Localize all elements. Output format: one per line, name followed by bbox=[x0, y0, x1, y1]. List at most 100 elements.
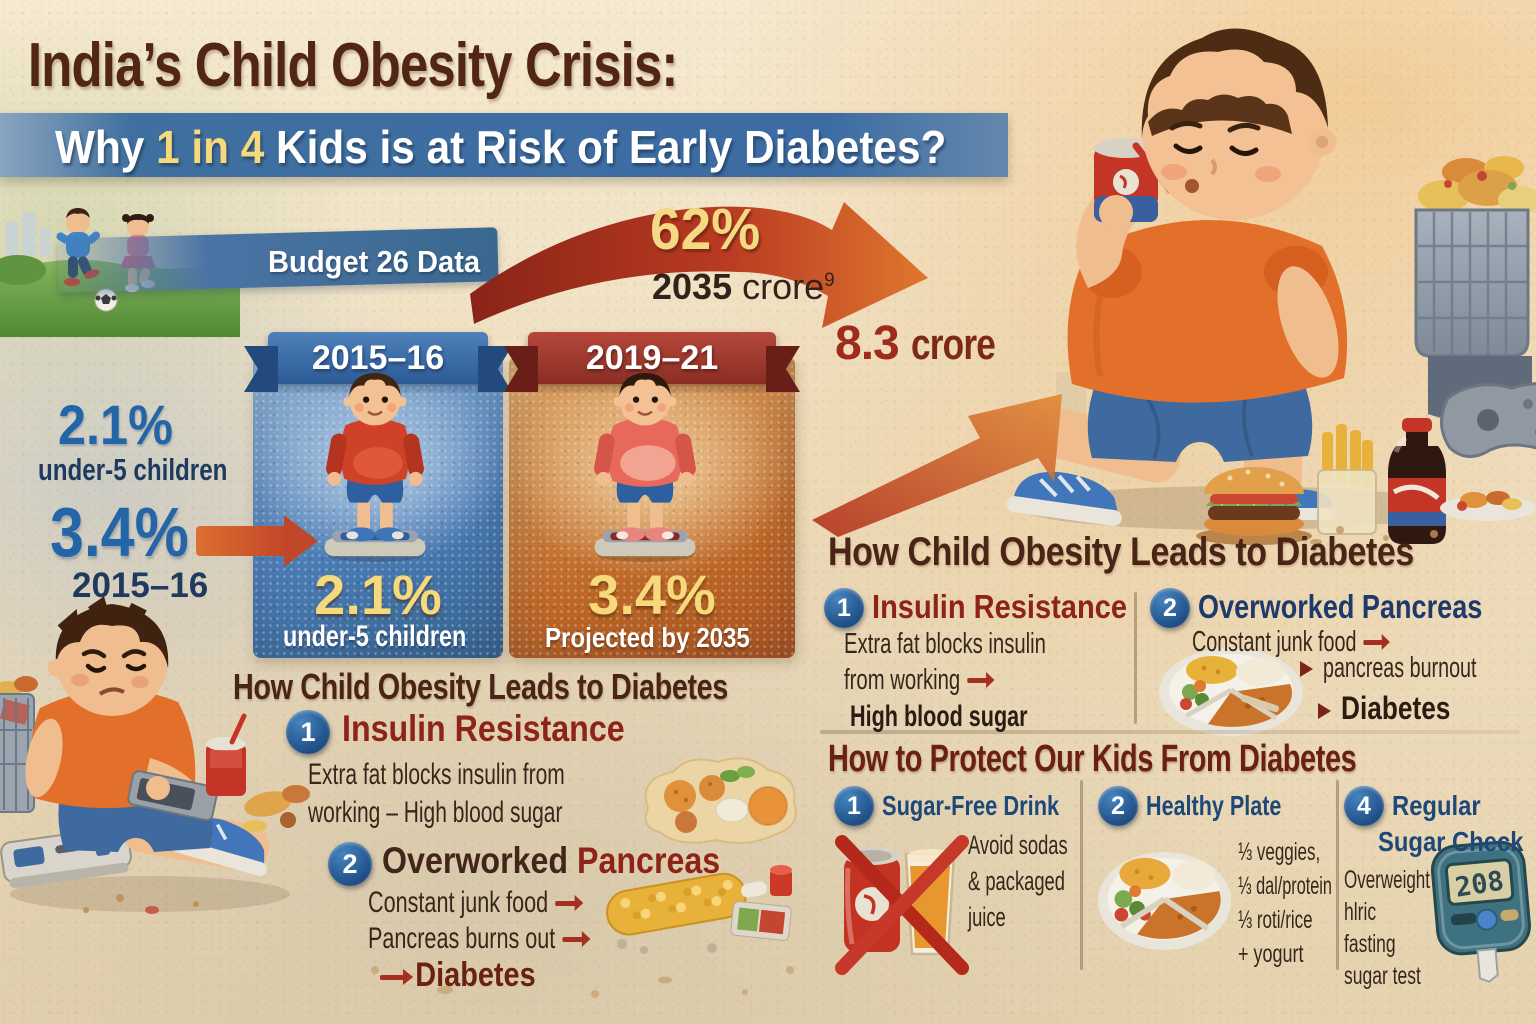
increase-arrow-icon bbox=[196, 515, 318, 567]
right-item1-title: Insulin Resistance bbox=[872, 588, 1127, 625]
right-item1-line2-text: from working bbox=[844, 664, 961, 696]
crumbs-icon bbox=[371, 966, 794, 998]
growth-note-sup: 9 bbox=[824, 270, 835, 291]
left-item2-line3: Diabetes bbox=[380, 956, 536, 995]
protect-4-line1: Overweight bbox=[1344, 866, 1430, 894]
glucometer-reading: 208 bbox=[1453, 866, 1506, 904]
growth-note-year: 2035 bbox=[652, 266, 733, 307]
arrow-right-icon bbox=[562, 931, 591, 947]
protect-1-line3: juice bbox=[968, 902, 1006, 932]
protect-2-line4: + yogurt bbox=[1238, 940, 1304, 968]
poster-title: India’s Child Obesity Crisis: bbox=[28, 31, 678, 100]
panel-2015-caption: under-5 children bbox=[283, 620, 467, 653]
panel-2019-caption: Projected by 2035 bbox=[545, 622, 750, 653]
growth-note-unit: crore bbox=[742, 266, 825, 307]
cola-bottle-icon bbox=[1388, 418, 1446, 544]
healthy-plate-icon bbox=[1097, 852, 1232, 950]
right-item2-line1-text: Constant junk food bbox=[1192, 626, 1357, 658]
step-1-number: 1 bbox=[300, 716, 316, 747]
protect-1-line1: Avoid sodas bbox=[968, 830, 1068, 860]
protect-4-number: 4 bbox=[1357, 791, 1371, 820]
right-item2-line3: Diabetes bbox=[1318, 690, 1474, 727]
left-section-heading: How Child Obesity Leads to Diabetes bbox=[233, 666, 728, 707]
game-controller-icon bbox=[1440, 382, 1536, 458]
left-item2-line3-text: Diabetes bbox=[415, 956, 536, 994]
column-divider bbox=[1080, 780, 1083, 970]
stat-small-label: under-5 children bbox=[38, 452, 228, 487]
right-item2-line3-text: Diabetes bbox=[1341, 690, 1451, 726]
triangle-bullet-icon bbox=[1318, 703, 1331, 719]
glucometer-icon: 208 bbox=[1430, 840, 1531, 983]
right-step-2-number: 2 bbox=[1163, 593, 1177, 622]
snack-basket-icon bbox=[1414, 156, 1536, 423]
left-item2-line1: Constant junk food bbox=[368, 886, 584, 920]
cross-icon bbox=[835, 835, 969, 975]
growth-percent: 62% bbox=[650, 197, 761, 262]
crumbs-icon bbox=[1310, 526, 1438, 545]
protect-2-number: 2 bbox=[1111, 791, 1125, 820]
year-ribbon-2019-label: 2019–21 bbox=[585, 338, 719, 377]
burger-icon bbox=[1196, 467, 1312, 545]
soda-cup-icon bbox=[206, 713, 247, 796]
left-item2-line2-text: Pancreas burns out bbox=[368, 922, 556, 955]
column-divider bbox=[1134, 592, 1137, 724]
poster-subtitle: Why 1 in 4 Kids is at Risk of Early Diab… bbox=[55, 120, 946, 174]
protect-4-title-line1: Regular bbox=[1392, 790, 1481, 821]
subtitle-prefix: Why bbox=[55, 121, 157, 173]
right-item1-line2: from working bbox=[844, 664, 995, 697]
subtitle-highlight: 1 in 4 bbox=[156, 121, 265, 173]
right-section-heading: How Child Obesity Leads to Diabetes bbox=[828, 530, 1414, 574]
right-step-1-number: 1 bbox=[837, 593, 851, 622]
soccer-ball-icon bbox=[94, 288, 118, 312]
stat-small-percent: 2.1% bbox=[58, 393, 173, 456]
protect-2-line1: ⅓ veggies, bbox=[1238, 838, 1321, 866]
growth-note: 2035 crore9 bbox=[652, 266, 835, 308]
protect-1-badge: 1 bbox=[834, 786, 874, 826]
sneaker-icon bbox=[1006, 471, 1122, 527]
protect-4-title-line2: Sugar Check bbox=[1378, 826, 1524, 857]
arrow-right-icon bbox=[1363, 634, 1390, 650]
protect-heading: How to Protect Our Kids From Diabetes bbox=[828, 738, 1357, 780]
left-item2-line1-text: Constant junk food bbox=[368, 886, 549, 919]
snack-basket-icon bbox=[0, 676, 38, 813]
right-step-1-badge: 1 bbox=[824, 588, 864, 628]
right-item1-line3: High blood sugar bbox=[850, 700, 1028, 733]
panel-2015-percent: 2.1% bbox=[314, 563, 442, 626]
section-divider bbox=[820, 730, 1520, 734]
arrow-right-icon bbox=[967, 672, 995, 688]
arrow-right-icon bbox=[380, 969, 414, 985]
budget-ribbon-label: Budget 26 Data bbox=[268, 244, 481, 279]
snack-plate-icon bbox=[1440, 491, 1536, 521]
arrow-right-icon bbox=[555, 895, 584, 911]
obese-boy-snacking-illustration bbox=[1006, 28, 1536, 545]
left-item1-title: Insulin Resistance bbox=[342, 708, 625, 749]
stat-big-percent: 3.4% bbox=[50, 493, 189, 571]
protect-1-line2: & packaged bbox=[968, 866, 1065, 896]
protect-1-number: 1 bbox=[847, 791, 861, 820]
step-2-badge: 2 bbox=[328, 842, 372, 886]
subtitle-suffix: Kids is at Risk of Early Diabetes? bbox=[264, 121, 947, 173]
subtitle-band bbox=[0, 113, 1008, 177]
protect-2-title: Healthy Plate bbox=[1146, 790, 1282, 821]
left-item1-line2: working – High blood sugar bbox=[308, 796, 563, 829]
corn-snack-icon bbox=[606, 865, 792, 954]
left-item2-title: Overworked Pancreas bbox=[382, 840, 720, 882]
crore-unit: crore bbox=[911, 320, 996, 369]
obese-boy-icon bbox=[1006, 28, 1451, 530]
snack-cluster-icon bbox=[644, 757, 797, 844]
right-item2-title: Overworked Pancreas bbox=[1198, 588, 1483, 625]
column-divider bbox=[1336, 780, 1339, 970]
scattered-snacks-icon bbox=[243, 785, 310, 832]
fries-icon bbox=[1317, 424, 1377, 535]
year-ribbon-2015-label: 2015–16 bbox=[311, 338, 445, 377]
protect-1-title: Sugar-Free Drink bbox=[882, 790, 1060, 821]
right-item2-line1: Constant junk food bbox=[1192, 626, 1390, 659]
left-item2-line2: Pancreas burns out bbox=[368, 922, 591, 956]
thali-plate-icon bbox=[1159, 648, 1303, 736]
boy-on-scale-icon bbox=[594, 372, 696, 563]
step-2-number: 2 bbox=[342, 848, 358, 879]
left-item1-line1: Extra fat blocks insulin from bbox=[308, 758, 565, 791]
swoosh-arrow-icon bbox=[470, 202, 928, 328]
protect-4-line3: fasting bbox=[1344, 930, 1396, 958]
